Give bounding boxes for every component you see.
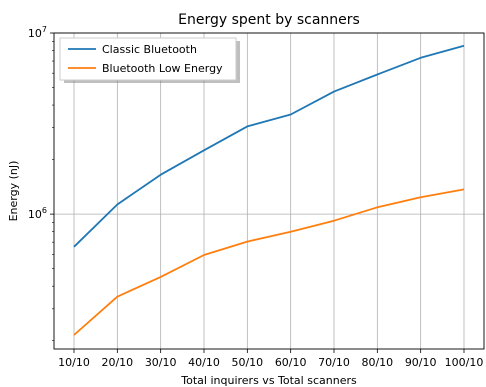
x-tick-layer: 10/10 20/10 30/10 40/10 50/10 60/10 70/10 80/10… bbox=[58, 349, 483, 369]
legend-label-bluetooth-low-energy: Bluetooth Low Energy bbox=[102, 62, 223, 75]
legend: Classic Bluetooth Bluetooth Low Energy bbox=[59, 37, 240, 83]
x-tick-label: 10/10 bbox=[58, 356, 90, 369]
x-tick-label: 20/10 bbox=[101, 356, 133, 369]
legend-box bbox=[59, 37, 237, 81]
chart-title: Energy spent by scanners bbox=[178, 12, 360, 28]
x-tick-label: 30/10 bbox=[145, 356, 177, 369]
x-tick-label: 80/10 bbox=[361, 356, 393, 369]
x-tick-label: 90/10 bbox=[405, 356, 437, 369]
grid-layer bbox=[54, 32, 484, 349]
x-axis-label: Total inquirers vs Total scanners bbox=[180, 374, 357, 387]
plot-frame bbox=[53, 32, 485, 350]
x-tick-label: 100/10 bbox=[445, 356, 484, 369]
x-tick-label: 40/10 bbox=[188, 356, 220, 369]
series-line-0 bbox=[73, 44, 465, 248]
legend-label-classic-bluetooth: Classic Bluetooth bbox=[102, 43, 197, 56]
series-layer bbox=[73, 44, 465, 336]
y-tick-label: 106 bbox=[28, 206, 47, 221]
x-tick-label: 70/10 bbox=[318, 356, 350, 369]
x-tick-label: 60/10 bbox=[275, 356, 307, 369]
series-line-1 bbox=[73, 188, 465, 336]
x-tick-label: 50/10 bbox=[231, 356, 263, 369]
y-tick-label: 107 bbox=[28, 25, 47, 40]
y-axis-label: Energy (nJ) bbox=[7, 161, 20, 222]
y-tick-layer: 106 107 bbox=[28, 25, 54, 342]
